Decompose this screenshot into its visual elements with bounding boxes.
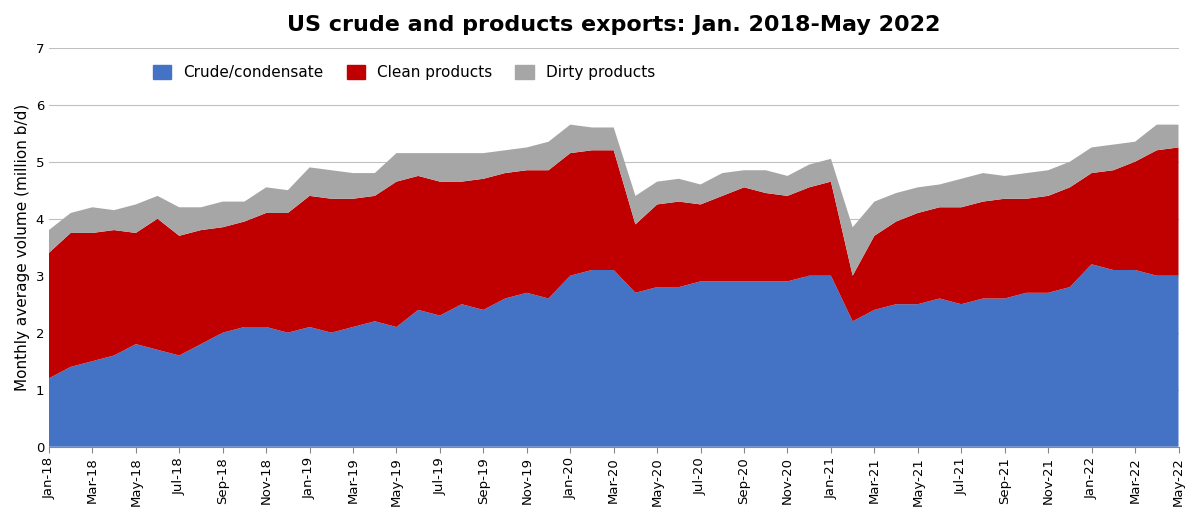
Legend: Crude/condensate, Clean products, Dirty products: Crude/condensate, Clean products, Dirty … bbox=[146, 59, 661, 86]
Y-axis label: Monthly average volume (million b/d): Monthly average volume (million b/d) bbox=[14, 104, 30, 391]
Title: US crude and products exports: Jan. 2018-May 2022: US crude and products exports: Jan. 2018… bbox=[287, 15, 941, 35]
